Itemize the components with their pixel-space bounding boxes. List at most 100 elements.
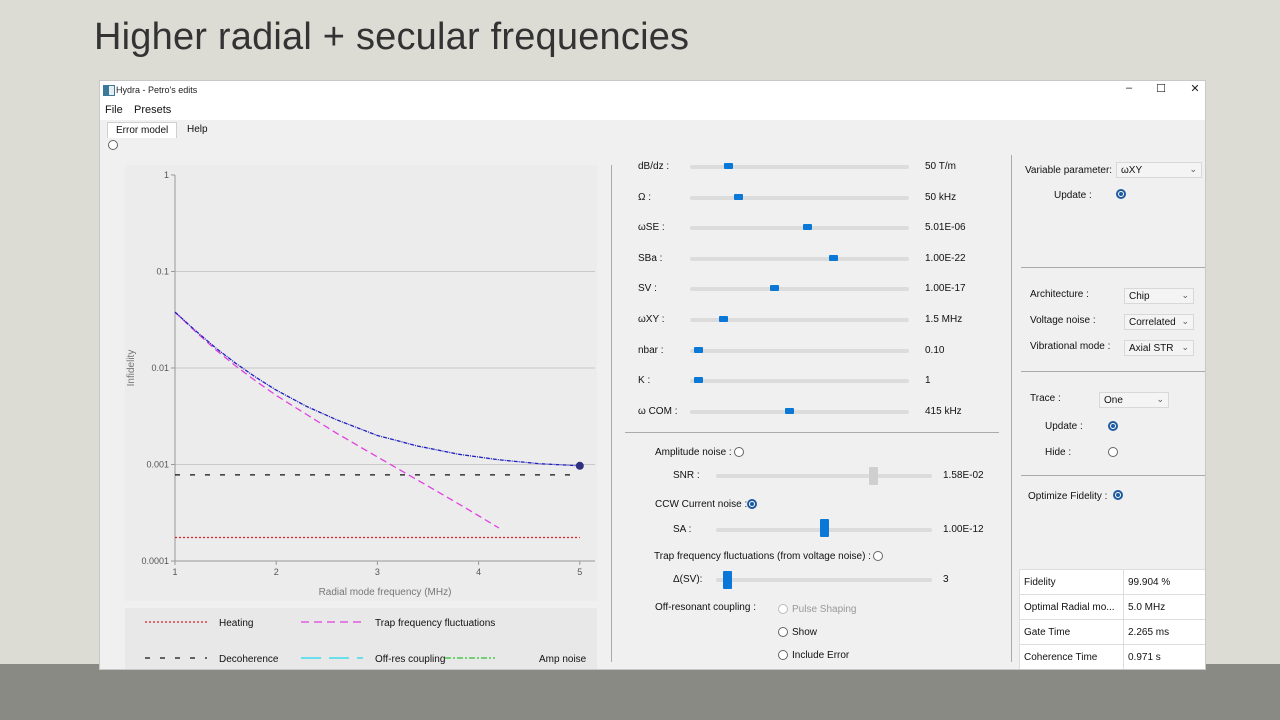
legend-label: Amp noise — [539, 654, 587, 665]
x-tick-label: 4 — [476, 567, 481, 577]
legend-label: Heating — [219, 618, 253, 629]
slider-handle-k[interactable] — [694, 377, 704, 384]
tab-help[interactable]: Help — [187, 124, 208, 135]
pulse-shaping-radio[interactable] — [778, 604, 788, 614]
close-button[interactable]: ✕ — [1190, 83, 1200, 95]
slider-handle-sv[interactable] — [769, 285, 779, 292]
update-radio[interactable] — [1116, 189, 1126, 199]
legend-lines: Heating Trap frequency fluctuations Decohe… — [145, 618, 587, 665]
slider-se[interactable] — [690, 226, 909, 231]
trap-noise-label: Trap frequency fluctuations (from voltag… — [654, 551, 871, 562]
slider-handle-p1[interactable] — [734, 193, 744, 200]
optimize-fidelity-radio[interactable] — [1113, 490, 1123, 500]
slider-label-se: ωSE : — [638, 222, 665, 234]
chevron-down-icon: ⌄ — [1181, 316, 1189, 326]
menu-file[interactable]: File — [105, 104, 123, 116]
slider-label-nbar: nbar : — [638, 344, 664, 356]
slider-nbar[interactable] — [690, 348, 909, 353]
result-key: STR Heating Rate — [1020, 670, 1124, 671]
show-label: Show — [792, 627, 818, 638]
results-row: STR Heating Rate0.130 quanta/s — [1020, 670, 1207, 671]
include-error-label: Include Error — [792, 650, 850, 661]
results-row: Optimal Radial mo... 5.0 MHz — [1019, 594, 1205, 620]
trace-select[interactable]: One ⌄ — [1099, 392, 1169, 408]
slider-sv[interactable] — [690, 287, 909, 292]
slider-value-k: 1 — [925, 375, 931, 387]
slider-xy[interactable] — [690, 318, 909, 322]
menu-presets[interactable]: Presets — [134, 104, 172, 116]
slider-k[interactable] — [690, 379, 909, 384]
slider-handle-sba[interactable] — [828, 254, 838, 261]
minimize-button[interactable]: – — [1125, 82, 1133, 94]
legend: Heating Trap frequency fluctuations Decohe… — [125, 608, 597, 669]
slider-label-dbdz: dB/dz : — [638, 161, 670, 172]
x-axis-label: Radial mode frequency (MHz) — [319, 587, 452, 598]
delta-sv-slider[interactable] — [716, 578, 932, 582]
voltage-noise-select[interactable]: Correlated ⌄ — [1124, 314, 1194, 330]
menu-bar: File Presets — [100, 100, 1205, 120]
ccw-noise-radio[interactable] — [747, 499, 757, 509]
separator-right-1 — [1021, 267, 1205, 268]
include-error-radio[interactable] — [778, 650, 788, 660]
optimum-marker — [575, 461, 584, 470]
architecture-value: Chip — [1129, 291, 1150, 302]
error-model-pane: 1 0.1 0.01 0.001 0.0001 1 2 3 4 5 Radial mode freq… — [100, 138, 1207, 671]
chevron-down-icon: ⌄ — [1181, 290, 1189, 300]
results-row: Fidelity 99.904 % — [1019, 569, 1205, 595]
offres-label: Off-resonant coupling : — [655, 602, 756, 613]
slider-label-sv: SV : — [638, 283, 657, 295]
vibrational-mode-label: Vibrational mode : — [1030, 341, 1111, 352]
trap-noise-radio[interactable] — [873, 551, 883, 561]
separator-left — [611, 165, 612, 662]
pane-toggle-radio[interactable] — [108, 140, 118, 150]
show-radio[interactable] — [778, 627, 788, 637]
vibrational-mode-value: Axial STR — [1129, 343, 1174, 354]
trace-hide-radio[interactable] — [1108, 447, 1118, 457]
amplitude-noise-radio[interactable] — [734, 447, 744, 457]
pulse-shaping-label: Pulse Shaping — [792, 604, 857, 615]
x-tick-label: 2 — [274, 567, 279, 577]
slider-handle-se[interactable] — [803, 224, 813, 231]
snr-slider-handle[interactable] — [869, 467, 878, 485]
snr-slider[interactable] — [716, 474, 932, 478]
slider-dbdz[interactable] — [690, 165, 909, 169]
variable-parameter-select[interactable]: ωXY ⌄ — [1116, 162, 1202, 178]
y-tick-label: 0.0001 — [141, 556, 169, 566]
result-value: 0.971 s — [1123, 644, 1205, 669]
series-line-5 — [174, 311, 580, 467]
x-tick-label: 5 — [577, 567, 582, 577]
maximize-button[interactable]: ☐ — [1156, 83, 1166, 95]
sa-slider-handle[interactable] — [820, 519, 829, 537]
slider-handle-com[interactable] — [784, 407, 794, 414]
slider-value-com: 415 kHz — [925, 405, 962, 417]
y-axis-label: Infidelity — [126, 350, 137, 387]
slider-handle-xy[interactable] — [719, 316, 729, 322]
separator-right-2 — [1021, 371, 1205, 372]
slider-value-xy: 1.5 MHz — [925, 314, 963, 325]
legend-label: Trap frequency fluctuations — [375, 618, 495, 629]
result-value: 99.904 % — [1123, 569, 1205, 595]
vibrational-mode-select[interactable]: Axial STR ⌄ — [1124, 340, 1194, 356]
slider-handle-dbdz[interactable] — [723, 163, 733, 169]
legend-label: Decoherence — [219, 654, 279, 665]
chevron-down-icon: ⌄ — [1189, 164, 1197, 174]
tab-error-model[interactable]: Error model — [107, 122, 178, 138]
result-value: 0.130 quanta/s — [1124, 670, 1207, 671]
slider-sba[interactable] — [690, 256, 909, 261]
tab-bar: Error model Help — [100, 120, 1205, 138]
result-value: 5.0 MHz — [1123, 594, 1205, 620]
snr-value: 1.58E-02 — [943, 470, 984, 481]
trace-update-label: Update : — [1045, 421, 1083, 432]
slider-p1[interactable] — [690, 195, 909, 200]
slider-com[interactable] — [690, 409, 909, 414]
slider-label-sba: SBa : — [638, 252, 663, 264]
architecture-select[interactable]: Chip ⌄ — [1124, 288, 1194, 304]
sa-value: 1.00E-12 — [943, 524, 984, 535]
delta-sv-slider-handle[interactable] — [723, 571, 732, 589]
trace-update-radio[interactable] — [1108, 421, 1118, 431]
slider-label-xy: ωXY : — [638, 314, 665, 325]
app-icon — [103, 85, 115, 96]
slider-handle-nbar[interactable] — [694, 346, 704, 353]
delta-sv-label: Δ(SV): — [673, 574, 703, 585]
y-tick-label: 0.001 — [146, 460, 169, 470]
